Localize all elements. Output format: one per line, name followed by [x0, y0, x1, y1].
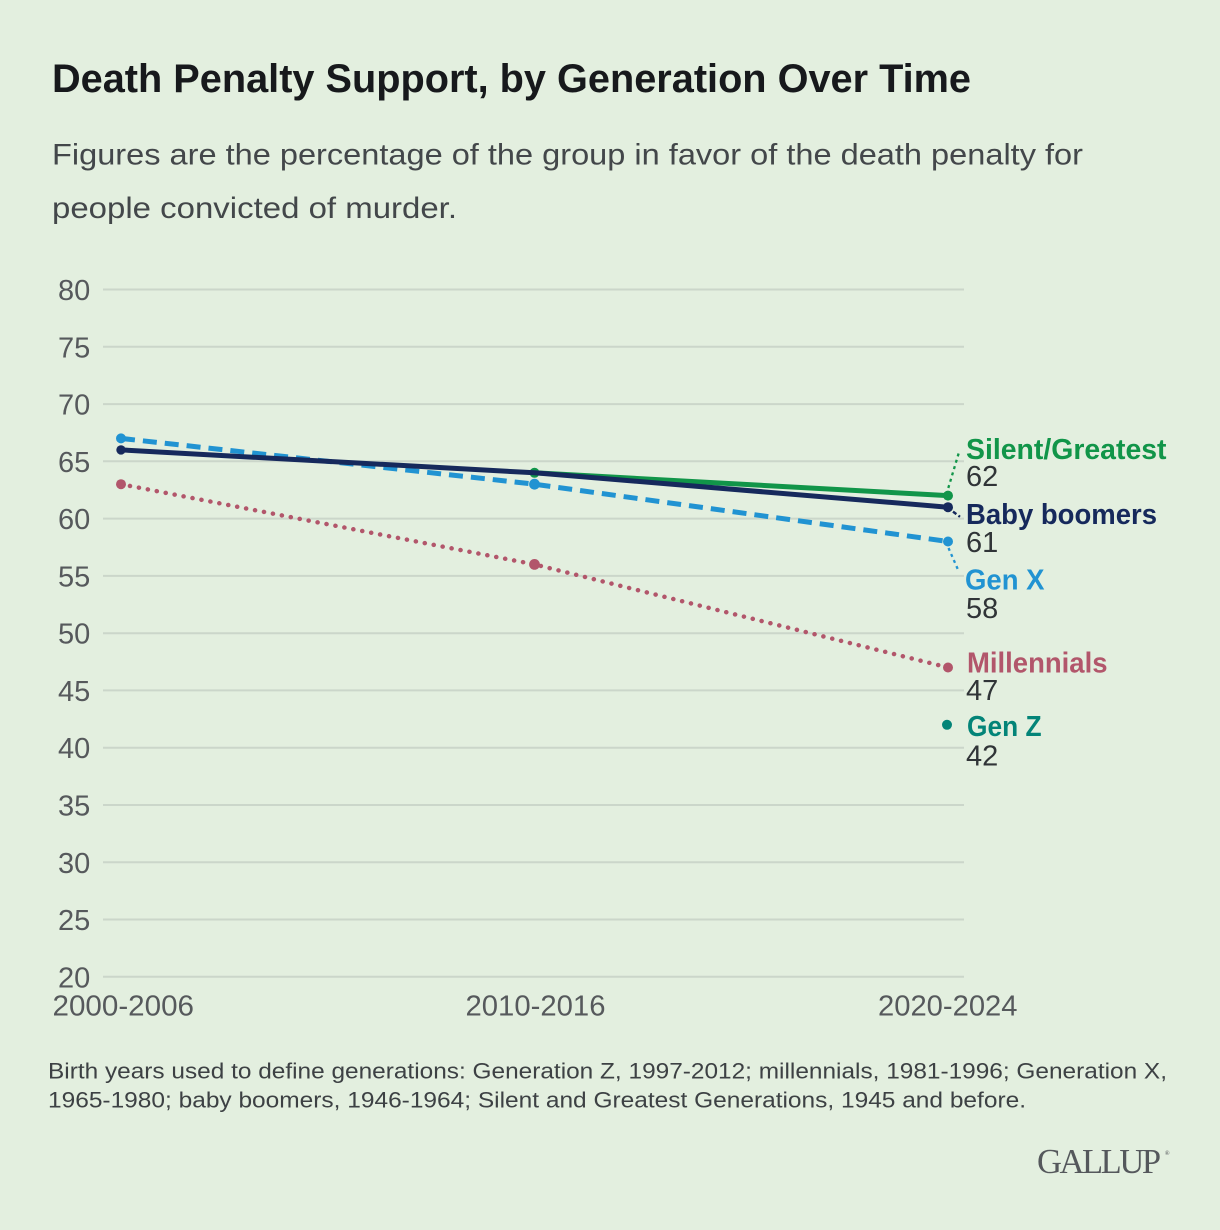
svg-text:2020-2024: 2020-2024 [878, 991, 1018, 1023]
svg-text:80: 80 [58, 275, 90, 307]
svg-text:60: 60 [58, 504, 90, 536]
svg-text:Millennials: Millennials [967, 647, 1108, 679]
svg-text:75: 75 [58, 332, 90, 364]
svg-text:61: 61 [966, 527, 998, 559]
svg-text:70: 70 [58, 390, 90, 422]
svg-text:people convicted of murder.: people convicted of murder. [52, 192, 457, 225]
svg-text:25: 25 [58, 905, 90, 937]
svg-text:45: 45 [58, 676, 90, 708]
svg-text:Silent/Greatest: Silent/Greatest [966, 434, 1167, 466]
svg-text:2000-2006: 2000-2006 [53, 991, 195, 1023]
svg-text:2010-2016: 2010-2016 [466, 991, 606, 1023]
svg-text:30: 30 [58, 848, 90, 880]
svg-text:50: 50 [58, 619, 90, 651]
svg-text:40: 40 [58, 733, 90, 765]
svg-text:35: 35 [58, 791, 90, 823]
svg-text:Birth years used to define gen: Birth years used to define generations: … [48, 1058, 1167, 1083]
svg-text:GALLUP: GALLUP [1037, 1143, 1163, 1181]
svg-text:58: 58 [966, 593, 998, 625]
svg-text:Baby boomers: Baby boomers [966, 499, 1157, 531]
svg-text:42: 42 [966, 741, 998, 773]
svg-text:Death Penalty Support, by Gene: Death Penalty Support, by Generation Ove… [52, 57, 971, 101]
svg-text:55: 55 [58, 561, 90, 593]
svg-text:47: 47 [966, 675, 998, 707]
svg-text:62: 62 [966, 461, 998, 493]
svg-text:Gen X: Gen X [965, 564, 1045, 596]
svg-text:20: 20 [58, 962, 90, 994]
svg-text:1965-1980; baby boomers, 1946-: 1965-1980; baby boomers, 1946-1964; Sile… [48, 1087, 1026, 1112]
svg-text:®: ® [1165, 1150, 1170, 1157]
svg-text:65: 65 [58, 447, 90, 479]
svg-text:Gen Z: Gen Z [967, 711, 1042, 743]
svg-text:Figures are the percentage of: Figures are the percentage of the group … [52, 139, 1083, 172]
